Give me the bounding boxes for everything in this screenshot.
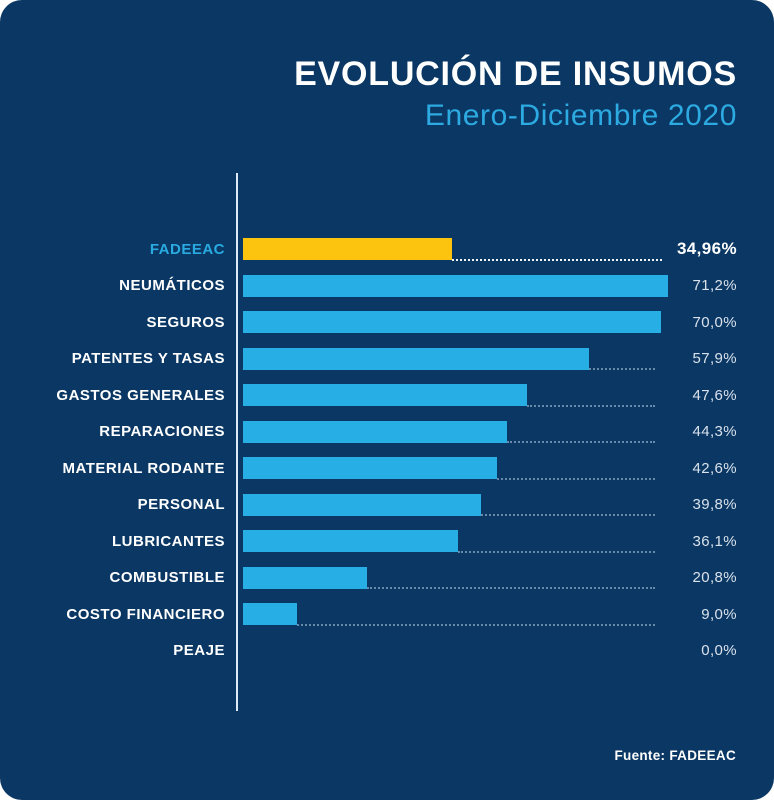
chart-row: MATERIAL RODANTE 42,6% xyxy=(0,450,774,487)
category-label: PATENTES Y TASAS xyxy=(71,350,225,368)
value-label: 36,1% xyxy=(692,532,737,550)
bar xyxy=(243,347,589,370)
dotted-leader xyxy=(507,441,655,443)
source-note: Fuente: FADEEAC xyxy=(614,748,736,763)
bar-track xyxy=(243,487,668,524)
category-label: LUBRICANTES xyxy=(112,532,225,550)
chart-row: REPARACIONES 44,3% xyxy=(0,414,774,451)
dotted-leader xyxy=(497,477,655,480)
bar xyxy=(243,530,459,552)
category-label: SEGUROS xyxy=(146,313,225,331)
category-label: PEAJE xyxy=(173,642,225,660)
chart-row: PEAJE 0,0% xyxy=(0,633,774,670)
dotted-leader xyxy=(451,258,662,261)
page-subtitle: Enero-Diciembre 2020 xyxy=(424,99,737,133)
bar xyxy=(243,566,368,589)
axis-line xyxy=(236,173,238,711)
header: EVOLUCIÓN DE INSUMOS Enero-Diciembre 202… xyxy=(0,55,737,133)
value-label: 39,8% xyxy=(692,496,737,514)
value-label: 47,6% xyxy=(692,386,737,404)
bar xyxy=(243,311,661,333)
bar-track xyxy=(243,231,668,268)
bar xyxy=(243,603,297,625)
bar-track xyxy=(243,268,668,305)
category-label: MATERIAL RODANTE xyxy=(62,459,225,477)
category-label: COSTO FINANCIERO xyxy=(66,605,225,623)
value-label: 70,0% xyxy=(692,313,737,331)
chart-row: SEGUROS 70,0% xyxy=(0,304,774,341)
dotted-leader xyxy=(296,623,655,626)
bar-track xyxy=(243,377,668,414)
bar xyxy=(243,457,498,479)
dotted-leader xyxy=(367,587,655,589)
value-label: 20,8% xyxy=(692,569,737,587)
highlight-bar xyxy=(243,238,452,260)
chart-row: FADEEAC 34,96% xyxy=(0,231,774,268)
bar-track xyxy=(243,450,668,487)
dotted-leader xyxy=(588,368,655,370)
dotted-leader xyxy=(480,514,655,516)
category-label: PERSONAL xyxy=(137,496,225,514)
chart-row: COMBUSTIBLE 20,8% xyxy=(0,560,774,597)
bar-track xyxy=(243,304,668,341)
chart-row: PERSONAL 39,8% xyxy=(0,487,774,524)
value-label: 0,0% xyxy=(701,642,737,660)
bar-track xyxy=(243,523,668,560)
chart-row: COSTO FINANCIERO 9,0% xyxy=(0,596,774,633)
category-label: REPARACIONES xyxy=(99,423,225,441)
dotted-leader xyxy=(527,404,655,407)
dotted-leader xyxy=(458,550,655,553)
chart-rows: FADEEAC 34,96% NEUMÁTICOS 71,2% SEGUROS 70,0%… xyxy=(0,231,774,669)
bar xyxy=(243,420,508,443)
category-label: COMBUSTIBLE xyxy=(109,569,225,587)
category-label: NEUMÁTICOS xyxy=(119,277,225,295)
bar-track xyxy=(243,633,668,670)
value-label: 71,2% xyxy=(692,277,737,295)
value-label: 44,3% xyxy=(692,423,737,441)
chart-row: NEUMÁTICOS 71,2% xyxy=(0,268,774,305)
bar-track xyxy=(243,596,668,633)
bar xyxy=(243,493,481,516)
category-label: FADEEAC xyxy=(149,240,225,258)
value-label: 34,96% xyxy=(676,239,737,259)
value-label: 9,0% xyxy=(701,605,737,623)
bar-track xyxy=(243,560,668,597)
page-title: EVOLUCIÓN DE INSUMOS xyxy=(294,55,737,93)
category-label: GASTOS GENERALES xyxy=(56,386,225,404)
value-label: 57,9% xyxy=(692,350,737,368)
bar xyxy=(243,274,668,297)
bar-track xyxy=(243,341,668,378)
chart-row: GASTOS GENERALES 47,6% xyxy=(0,377,774,414)
chart-row: PATENTES Y TASAS 57,9% xyxy=(0,341,774,378)
value-label: 42,6% xyxy=(692,459,737,477)
chart-row: LUBRICANTES 36,1% xyxy=(0,523,774,560)
bar-track xyxy=(243,414,668,451)
bar xyxy=(243,384,528,406)
